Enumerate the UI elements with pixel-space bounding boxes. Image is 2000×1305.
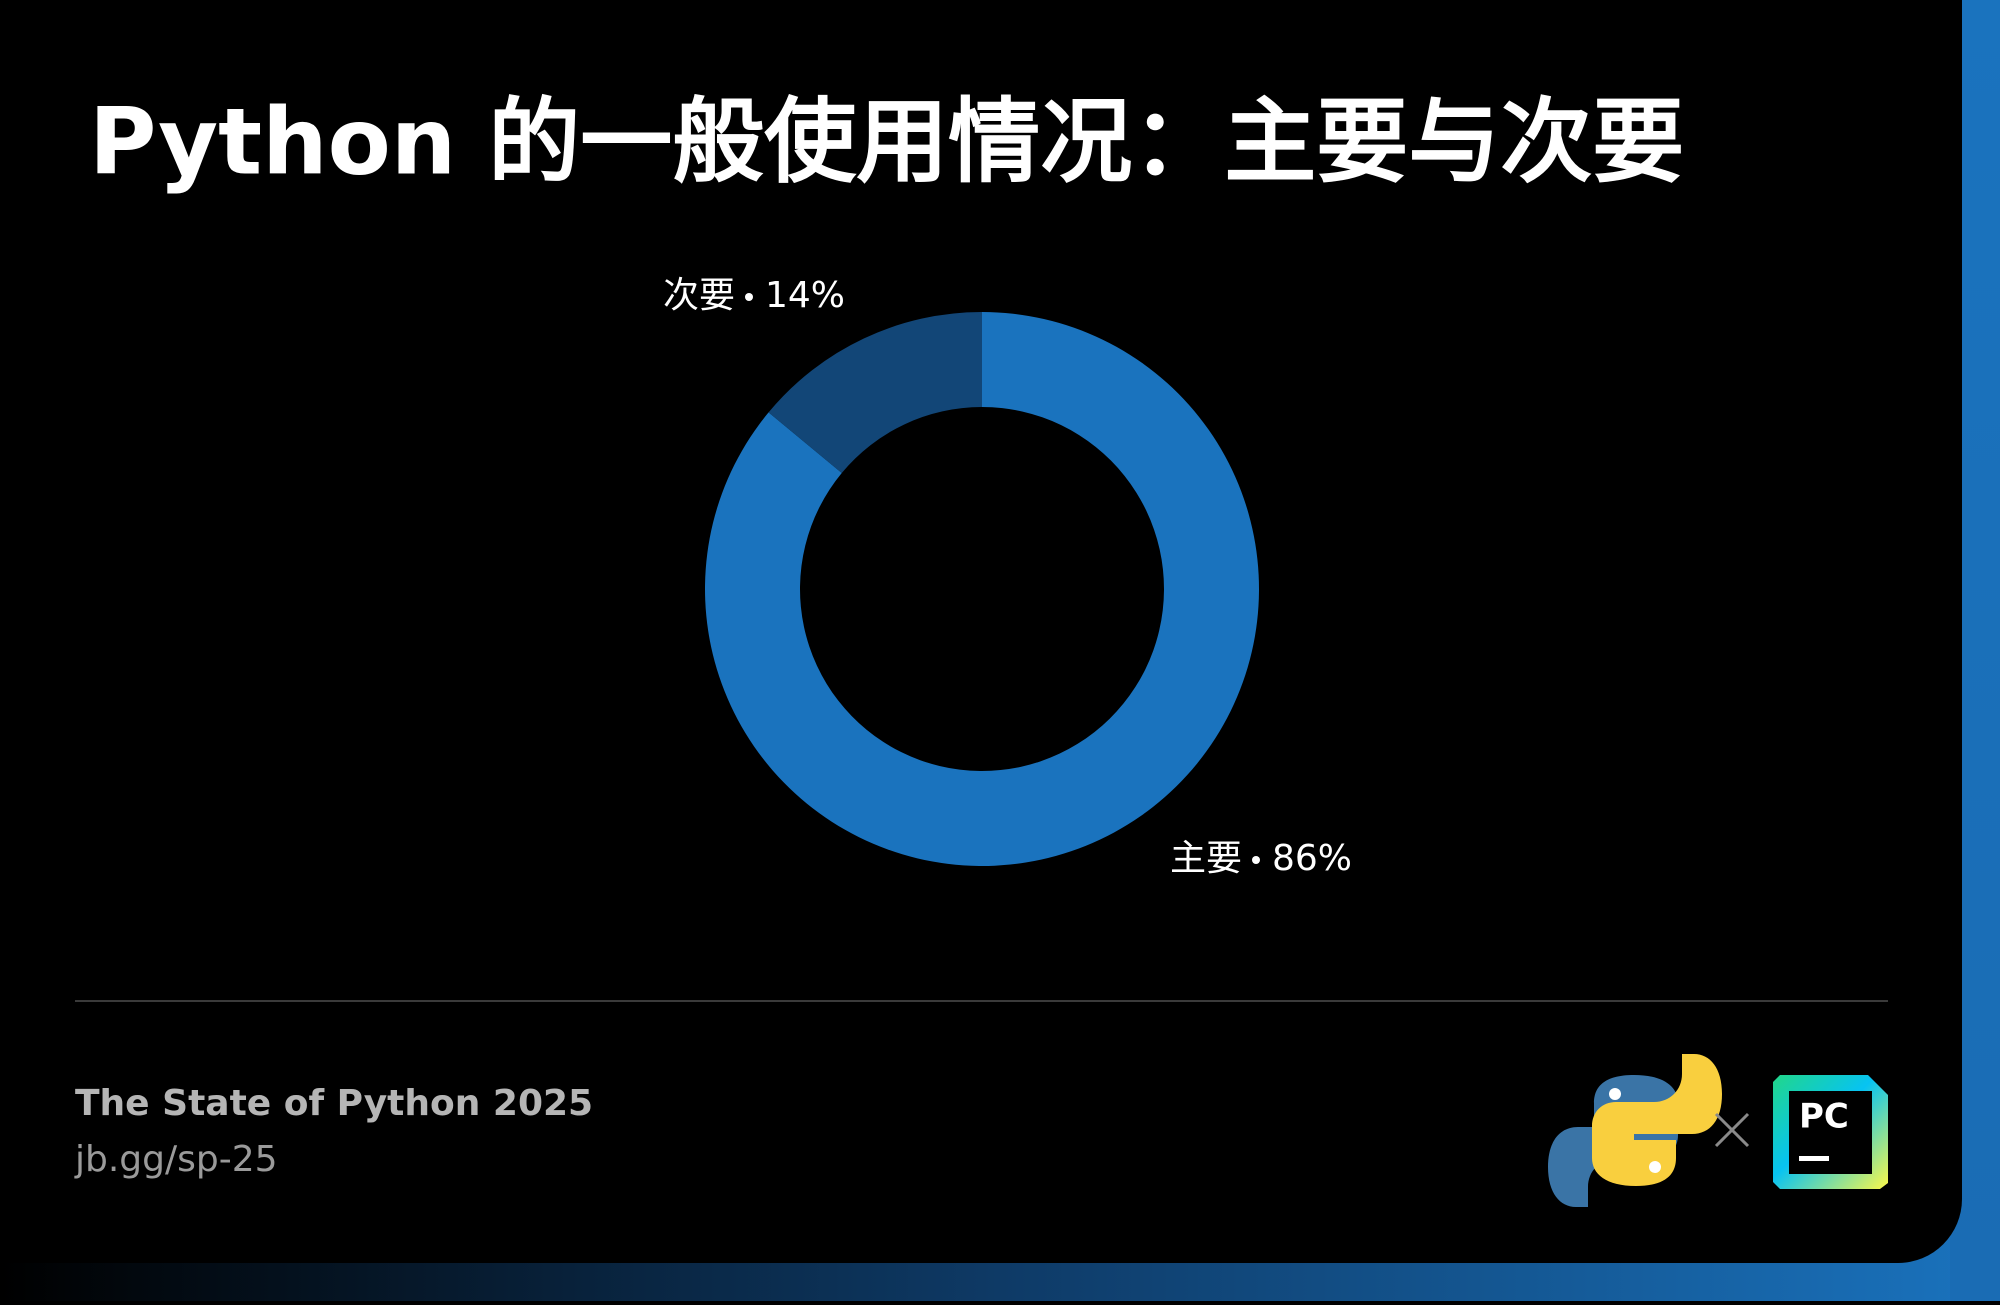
donut: 主要 86% 次要 14%: [663, 275, 1352, 879]
segment-label: 次要: [663, 275, 735, 316]
value-label: 86%: [1272, 838, 1352, 879]
footer-title: The State of Python 2025: [75, 1083, 593, 1124]
times-sign: [1714, 1112, 1750, 1148]
label-bullet: [745, 293, 753, 301]
segment-label: 主要: [1170, 838, 1242, 879]
label-bullet: [1252, 856, 1260, 864]
value-label: 14%: [765, 275, 845, 316]
card: [0, 0, 1962, 1263]
python-logo: [1548, 1054, 1722, 1207]
donut-segment: [768, 312, 982, 473]
chart-title: Python 的一般使用情况：主要与次要: [89, 88, 1684, 195]
donut-segment: [705, 312, 1259, 866]
logo-text: PC: [1799, 1097, 1849, 1137]
footer-link: jb.gg/sp-25: [74, 1139, 278, 1180]
pycharm-logo: PC: [1773, 1075, 1888, 1189]
